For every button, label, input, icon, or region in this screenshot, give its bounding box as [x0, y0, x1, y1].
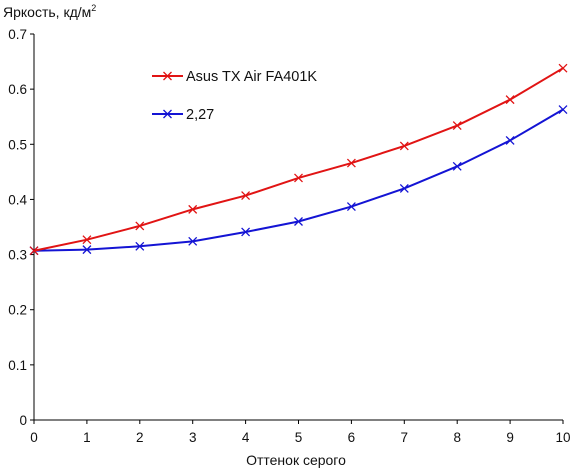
data-point-marker: [505, 95, 515, 105]
data-point-marker: [241, 191, 251, 201]
data-point-marker: [135, 241, 145, 251]
y-tick-label: 0.4: [8, 192, 27, 207]
x-axis-title: Оттенок серого: [246, 452, 346, 468]
data-point-marker: [82, 245, 92, 255]
series-line: [33, 108, 564, 252]
data-point-marker: [241, 227, 251, 237]
y-tick-label: 0.1: [8, 358, 27, 373]
data-point-marker: [188, 236, 198, 246]
y-axis-title-superscript: 2: [91, 3, 96, 13]
series-line: [33, 67, 564, 252]
legend: Asus TX Air FA401K 2,27: [152, 69, 317, 123]
data-point-marker: [558, 63, 568, 73]
x-tick-label: 5: [295, 430, 303, 445]
legend-swatch-marker: [163, 71, 172, 81]
legend-swatch-marker: [163, 109, 172, 119]
series-2: [29, 105, 568, 256]
y-tick-label: 0.6: [8, 82, 27, 97]
data-point-marker: [399, 141, 409, 151]
x-tick-label: 4: [242, 430, 250, 445]
x-tick-label: 0: [30, 430, 38, 445]
legend-item: 2,27: [152, 107, 214, 123]
legend-label: Asus TX Air FA401K: [186, 69, 317, 85]
y-tick-label: 0.3: [8, 248, 27, 263]
data-point-marker: [452, 161, 462, 171]
y-axis-title-main: Яркость, кд/м: [3, 4, 91, 20]
series-1: [29, 63, 568, 256]
series-layer: [29, 63, 568, 256]
data-point-marker: [294, 217, 303, 226]
x-tick-label: 1: [83, 430, 91, 445]
data-point-marker: [346, 202, 356, 212]
data-point-marker: [558, 105, 568, 115]
x-tick-label: 9: [506, 430, 514, 445]
data-point-marker: [346, 158, 356, 168]
x-tick-label: 6: [348, 430, 356, 445]
x-axis-ticks: 0 1 2 3 4 5 6 7 8 9 10: [30, 420, 570, 445]
y-tick-label: 0.5: [8, 137, 27, 152]
legend-label: 2,27: [186, 107, 214, 123]
data-point-marker: [452, 121, 462, 130]
x-tick-label: 3: [189, 430, 197, 445]
data-point-marker: [82, 235, 92, 245]
legend-item: Asus TX Air FA401K: [152, 69, 317, 85]
data-point-marker: [135, 221, 145, 231]
y-tick-label: 0.2: [8, 303, 27, 318]
x-tick-label: 7: [401, 430, 409, 445]
data-point-marker: [29, 246, 39, 256]
y-tick-label: 0: [19, 413, 27, 428]
data-point-marker: [188, 204, 198, 214]
x-tick-label: 2: [136, 430, 144, 445]
y-axis-title: Яркость, кд/м2: [3, 3, 96, 20]
y-tick-label: 0.7: [8, 27, 27, 42]
x-tick-label: 8: [453, 430, 461, 445]
data-point-marker: [399, 183, 409, 193]
y-axis-ticks: 0 0.1 0.2 0.3 0.4 0.5 0.6 0.7: [8, 27, 34, 428]
data-point-marker: [294, 173, 303, 183]
data-point-marker: [505, 135, 515, 145]
x-tick-label: 10: [555, 430, 570, 445]
